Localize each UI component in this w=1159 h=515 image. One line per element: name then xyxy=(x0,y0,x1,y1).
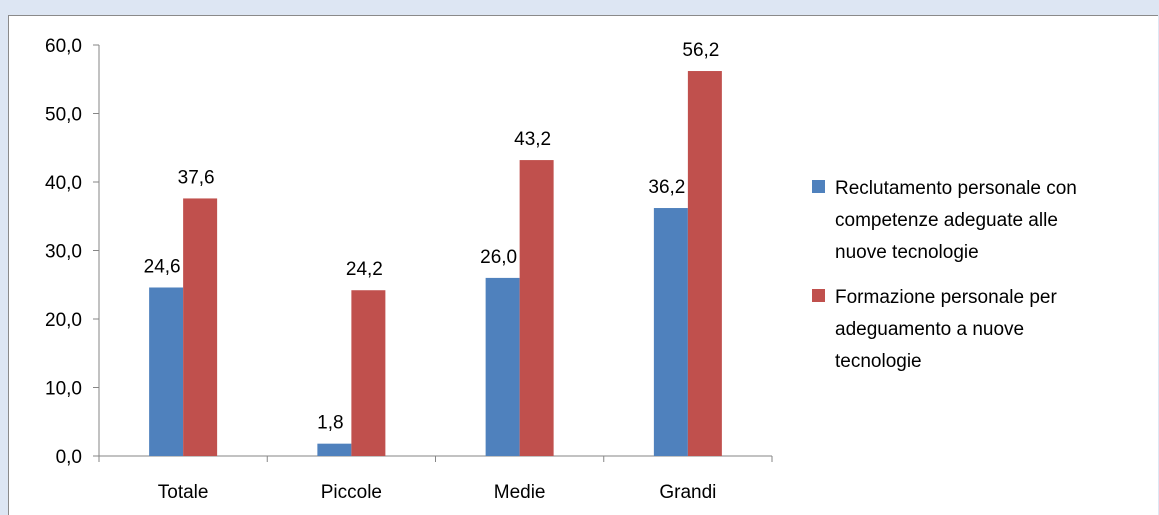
data-label: 56,2 xyxy=(682,40,719,61)
chart-area: 0,0 10,0 20,0 30,0 40,0 50,0 60,0 24,6 37,6 Total… xyxy=(8,15,1158,515)
y-tick-label: 0,0 xyxy=(56,447,82,468)
data-label: 1,8 xyxy=(317,413,343,434)
category-label: Grandi xyxy=(659,482,716,503)
data-label: 26,0 xyxy=(480,247,517,268)
y-tick-label: 50,0 xyxy=(45,105,82,126)
legend-label: Formazione personale per xyxy=(835,287,1057,308)
y-tick-label: 20,0 xyxy=(45,310,82,331)
data-label: 36,2 xyxy=(648,177,685,198)
bar xyxy=(485,277,520,456)
bar xyxy=(687,71,722,456)
category-label: Totale xyxy=(158,482,209,503)
bar xyxy=(351,290,386,456)
legend-label: tecnologie xyxy=(835,351,922,372)
bar xyxy=(149,287,184,456)
data-label: 43,2 xyxy=(514,129,551,150)
legend-swatch xyxy=(812,180,825,193)
bar xyxy=(317,443,352,456)
data-label: 24,6 xyxy=(144,256,181,277)
bar xyxy=(183,198,218,456)
y-tick-label: 10,0 xyxy=(45,379,82,400)
y-tick-label: 60,0 xyxy=(45,36,82,57)
legend-label: competenze adeguate alle xyxy=(835,210,1058,231)
legend-label: Reclutamento personale con xyxy=(835,178,1077,199)
y-tick-label: 30,0 xyxy=(45,242,82,263)
category-label: Piccole xyxy=(321,482,382,503)
legend-swatch xyxy=(812,289,825,302)
legend-label: adeguamento a nuove xyxy=(835,319,1024,340)
bar xyxy=(519,160,554,456)
bar xyxy=(653,208,688,456)
data-label: 37,6 xyxy=(178,167,215,188)
category-label: Medie xyxy=(494,482,546,503)
legend-label: nuove tecnologie xyxy=(835,242,979,263)
data-label: 24,2 xyxy=(346,259,383,280)
bar-chart: 0,0 10,0 20,0 30,0 40,0 50,0 60,0 24,6 37,6 Total… xyxy=(45,36,1077,503)
y-tick-label: 40,0 xyxy=(45,173,82,194)
